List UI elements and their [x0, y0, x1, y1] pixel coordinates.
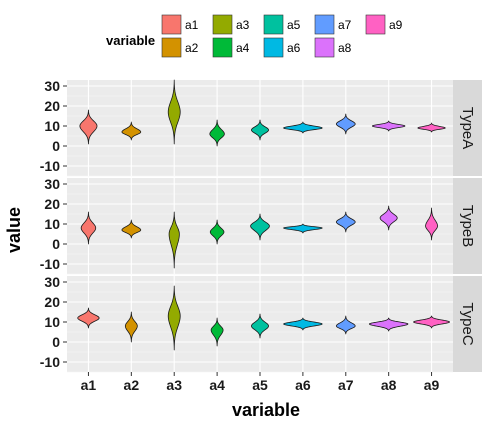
y-tick-label: 20	[44, 294, 60, 310]
legend-title: variable	[106, 33, 155, 48]
y-tick-label: 30	[44, 78, 60, 94]
legend-key-a3	[212, 14, 233, 35]
violin-TypeC-a4	[210, 317, 224, 347]
violin-TypeC-a8	[369, 317, 409, 332]
violin-TypeA-a6	[283, 121, 323, 134]
violin-TypeC-a9	[413, 315, 450, 329]
x-axis-title: variable	[232, 400, 300, 420]
legend-label-a3: a3	[236, 18, 250, 32]
y-tick-label: 0	[52, 236, 60, 252]
legend-item-a9: a9	[365, 14, 403, 35]
violin-TypeC-a2	[124, 311, 138, 343]
y-tick-label: 0	[52, 334, 60, 350]
violin-TypeA-a7	[335, 113, 356, 135]
y-tick-label: 20	[44, 196, 60, 212]
panel-TypeC: TypeC	[67, 276, 482, 373]
violin-TypeB-a3	[168, 211, 180, 269]
y-axis-title: value	[4, 207, 24, 253]
legend-label-a7: a7	[338, 18, 352, 32]
panel-TypeB: TypeB	[67, 178, 482, 275]
violin-TypeC-a5	[251, 313, 269, 339]
facet-panels: TypeA TypeB TypeC	[67, 79, 482, 373]
x-tick-label-a7: a7	[338, 377, 354, 393]
violin-TypeB-a5	[250, 213, 270, 241]
legend: variable a1 a2 a3 a4 a5 a6 a7 a8 a9	[106, 14, 403, 58]
legend-key-a6	[263, 37, 284, 58]
legend-label-a1: a1	[185, 18, 199, 32]
violin-TypeA-a4	[209, 119, 225, 147]
violin-TypeB-a2	[121, 219, 142, 239]
legend-label-a6: a6	[287, 41, 301, 55]
panel-TypeA: TypeA	[67, 79, 482, 177]
violin-TypeA-a9	[417, 122, 446, 133]
strip-label-TypeA: TypeA	[459, 107, 476, 150]
x-tick-label-a6: a6	[295, 377, 311, 393]
x-tick-label-a4: a4	[209, 377, 225, 393]
legend-item-a5: a5	[263, 14, 301, 35]
y-tick-label: 0	[52, 138, 60, 154]
y-tick-label: -10	[40, 158, 60, 174]
y-tick-label: 10	[44, 314, 60, 330]
legend-item-a4: a4	[212, 37, 250, 58]
violin-TypeA-a2	[121, 121, 142, 141]
axes: -10 0 10 20 30 -10 0 10 20 30 -10 0 10 20 30 a1 a2 a3 a4 a5…	[40, 78, 440, 393]
legend-key-a5	[263, 14, 284, 35]
legend-item-a8: a8	[314, 37, 352, 58]
violin-TypeC-a1	[77, 307, 100, 329]
legend-label-a8: a8	[338, 41, 352, 55]
x-tick-label-a5: a5	[252, 377, 268, 393]
violin-TypeC-a6	[283, 317, 323, 331]
legend-key-a1	[161, 14, 182, 35]
strip-background	[453, 80, 482, 176]
violin-TypeB-a1	[80, 211, 97, 245]
violin-TypeB-a6	[283, 223, 323, 234]
y-tick-label: 30	[44, 274, 60, 290]
violin-TypeB-a7	[335, 211, 356, 233]
x-tick-label-a9: a9	[424, 377, 440, 393]
legend-label-a2: a2	[185, 41, 199, 55]
legend-key-a4	[212, 37, 233, 58]
x-tick-label-a2: a2	[124, 377, 140, 393]
y-tick-label: 10	[44, 216, 60, 232]
legend-key-a8	[314, 37, 335, 58]
y-tick-label: -10	[40, 256, 60, 272]
violin-TypeA-a8	[371, 120, 406, 132]
y-tick-label: 20	[44, 98, 60, 114]
y-tick-label: -10	[40, 354, 60, 370]
strip-label-TypeC: TypeC	[459, 302, 476, 346]
strip-background	[453, 276, 482, 372]
x-tick-label-a1: a1	[81, 377, 97, 393]
violin-TypeC-a3	[167, 285, 181, 351]
legend-item-a7: a7	[314, 14, 352, 35]
legend-label-a5: a5	[287, 18, 301, 32]
violin-TypeC-a7	[335, 315, 356, 335]
legend-item-a2: a2	[161, 37, 199, 58]
legend-key-a7	[314, 14, 335, 35]
legend-key-a2	[161, 37, 182, 58]
violin-TypeB-a8	[379, 205, 398, 231]
x-tick-label-a3: a3	[166, 377, 182, 393]
violin-TypeA-a5	[251, 119, 269, 141]
strip-background	[453, 178, 482, 274]
legend-key-a9	[365, 14, 386, 35]
violin-TypeB-a4	[209, 219, 225, 245]
legend-label-a4: a4	[236, 41, 250, 55]
legend-item-a3: a3	[212, 14, 250, 35]
strip-label-TypeB: TypeB	[459, 205, 476, 248]
legend-label-a9: a9	[389, 18, 403, 32]
violin-TypeB-a9	[425, 207, 438, 241]
violin-TypeA-a1	[79, 109, 98, 145]
x-tick-label-a8: a8	[381, 377, 397, 393]
violin-TypeA-a3	[167, 79, 181, 145]
y-tick-label: 30	[44, 176, 60, 192]
legend-item-a1: a1	[161, 14, 199, 35]
y-tick-label: 10	[44, 118, 60, 134]
legend-item-a6: a6	[263, 37, 301, 58]
